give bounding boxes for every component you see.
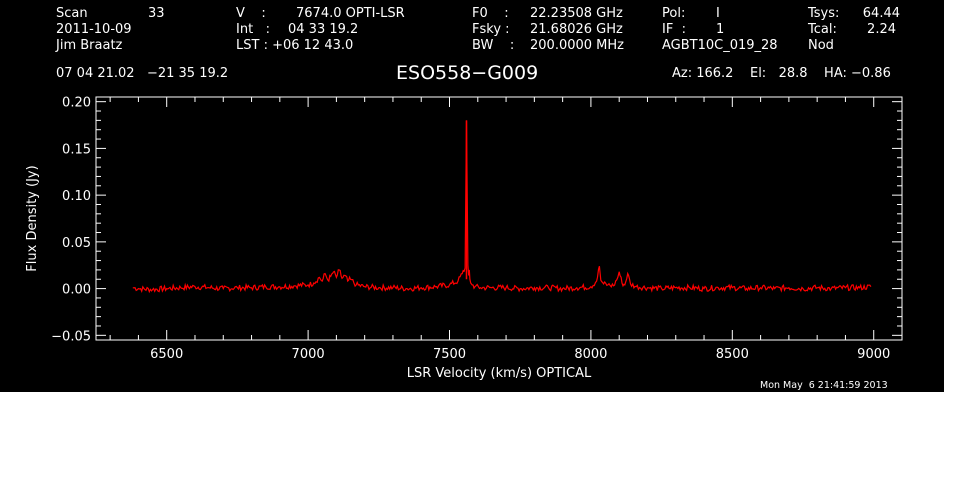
tcal-value: 2.24 xyxy=(867,22,896,37)
y-axis-label: Flux Density (Jy) xyxy=(25,165,40,271)
x-tick-label: 9000 xyxy=(857,347,890,362)
plot-frame xyxy=(95,96,903,341)
x-tick-label: 7500 xyxy=(433,347,466,362)
project-id: AGBT10C_019_28 xyxy=(662,38,778,53)
tsys-label: Tsys: xyxy=(808,6,840,21)
x-tick-label: 8000 xyxy=(574,347,607,362)
x-tick-label: 7000 xyxy=(292,347,325,362)
y-tick-label: 0.00 xyxy=(62,283,91,298)
source-coordinates: 07 04 21.02 −21 35 19.2 xyxy=(56,66,229,81)
lst-value: LST : +06 12 43.0 xyxy=(236,38,354,53)
y-tick-label: 0.05 xyxy=(62,236,91,251)
pol-value: I xyxy=(716,6,720,21)
tcal-label: Tcal: xyxy=(808,22,837,37)
x-tick-label: 6500 xyxy=(150,347,183,362)
spectrum-chart: 6500 7000 7500 8000 8500 9000 −0.05 0.00 0.05 0.1… xyxy=(25,96,903,381)
if-label: IF : xyxy=(662,22,686,37)
observer-name: Jim Braatz xyxy=(56,38,123,53)
velocity-value: 7674.0 OPTI-LSR xyxy=(296,6,405,21)
fsky-label: Fsky : xyxy=(472,22,510,37)
y-tick-label: −0.05 xyxy=(51,329,91,344)
tsys-value: 64.44 xyxy=(862,6,900,21)
pol-label: Pol: xyxy=(662,6,686,21)
velocity-label: V : xyxy=(236,6,266,21)
f0-label: F0 : xyxy=(472,6,509,21)
if-value: 1 xyxy=(716,22,725,37)
spectrum-line xyxy=(132,120,872,294)
y-tick-label: 0.20 xyxy=(62,96,91,111)
x-tick-label: 8500 xyxy=(716,347,749,362)
int-value: 04 33 19.2 xyxy=(288,22,359,37)
source-name: ESO558−G009 xyxy=(396,62,539,84)
int-label: Int : xyxy=(236,22,270,37)
scan-number: 33 xyxy=(148,6,165,21)
fsky-value: 21.68026 GHz xyxy=(530,22,623,37)
plot-panel: Scan 33 2011-10-09 Jim Braatz V : 7674.0… xyxy=(0,0,944,392)
observation-date: 2011-10-09 xyxy=(56,22,132,37)
bw-value: 200.0000 MHz xyxy=(530,38,624,53)
x-axis-label: LSR Velocity (km/s) OPTICAL xyxy=(407,366,592,381)
az-el-ha: Az: 166.2 El: 28.8 HA: −0.86 xyxy=(672,66,891,81)
y-tick-label: 0.15 xyxy=(62,142,91,157)
y-tick-label: 0.10 xyxy=(62,189,91,204)
f0-value: 22.23508 GHz xyxy=(530,6,623,21)
switching-mode: Nod xyxy=(808,38,834,53)
bw-label: BW : xyxy=(472,38,515,53)
scan-label: Scan xyxy=(56,6,88,21)
timestamp: Mon May 6 21:41:59 2013 xyxy=(760,380,888,391)
